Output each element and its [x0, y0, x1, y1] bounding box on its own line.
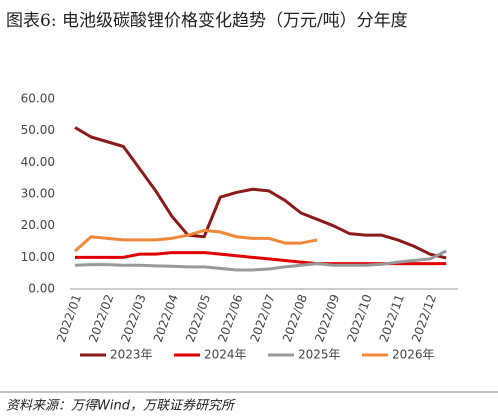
legend-label: 2024年	[204, 348, 247, 362]
y-tick-label: 20.00	[21, 218, 55, 232]
x-tick-label: 2022/10	[344, 292, 374, 344]
y-tick-label: 50.00	[21, 123, 55, 137]
line-series	[74, 228, 318, 253]
x-tick-label: 2022/04	[151, 292, 181, 344]
x-tick-label: 2022/03	[118, 292, 148, 344]
x-tick-label: 2022/05	[183, 292, 213, 344]
legend-label: 2023年	[110, 348, 153, 362]
x-tick-label: 2022/12	[409, 292, 439, 344]
y-tick-label: 30.00	[21, 187, 55, 201]
x-tick-label: 2022/08	[280, 292, 310, 344]
x-tick-label: 2022/06	[215, 292, 245, 344]
legend-label: 2026年	[392, 348, 435, 362]
y-tick-label: 40.00	[21, 155, 55, 169]
chart-title: 图表6: 电池级碳酸锂价格变化趋势（万元/吨）分年度	[6, 11, 408, 31]
source: 资料来源：万得Wind，万联证券研究所	[6, 398, 236, 414]
x-tick-label: 2022/11	[377, 292, 407, 344]
x-tick-label: 2022/01	[54, 292, 84, 344]
legend-label: 2025年	[298, 348, 341, 362]
y-tick-label: 10.00	[21, 250, 55, 264]
line-series	[74, 126, 447, 260]
x-tick-label: 2022/09	[312, 292, 342, 344]
y-tick-label: 0.00	[28, 282, 55, 296]
y-tick-label: 60.00	[21, 92, 55, 106]
x-tick-label: 2022/02	[86, 292, 116, 344]
x-tick-label: 2022/07	[248, 292, 278, 344]
line-series	[74, 249, 447, 272]
